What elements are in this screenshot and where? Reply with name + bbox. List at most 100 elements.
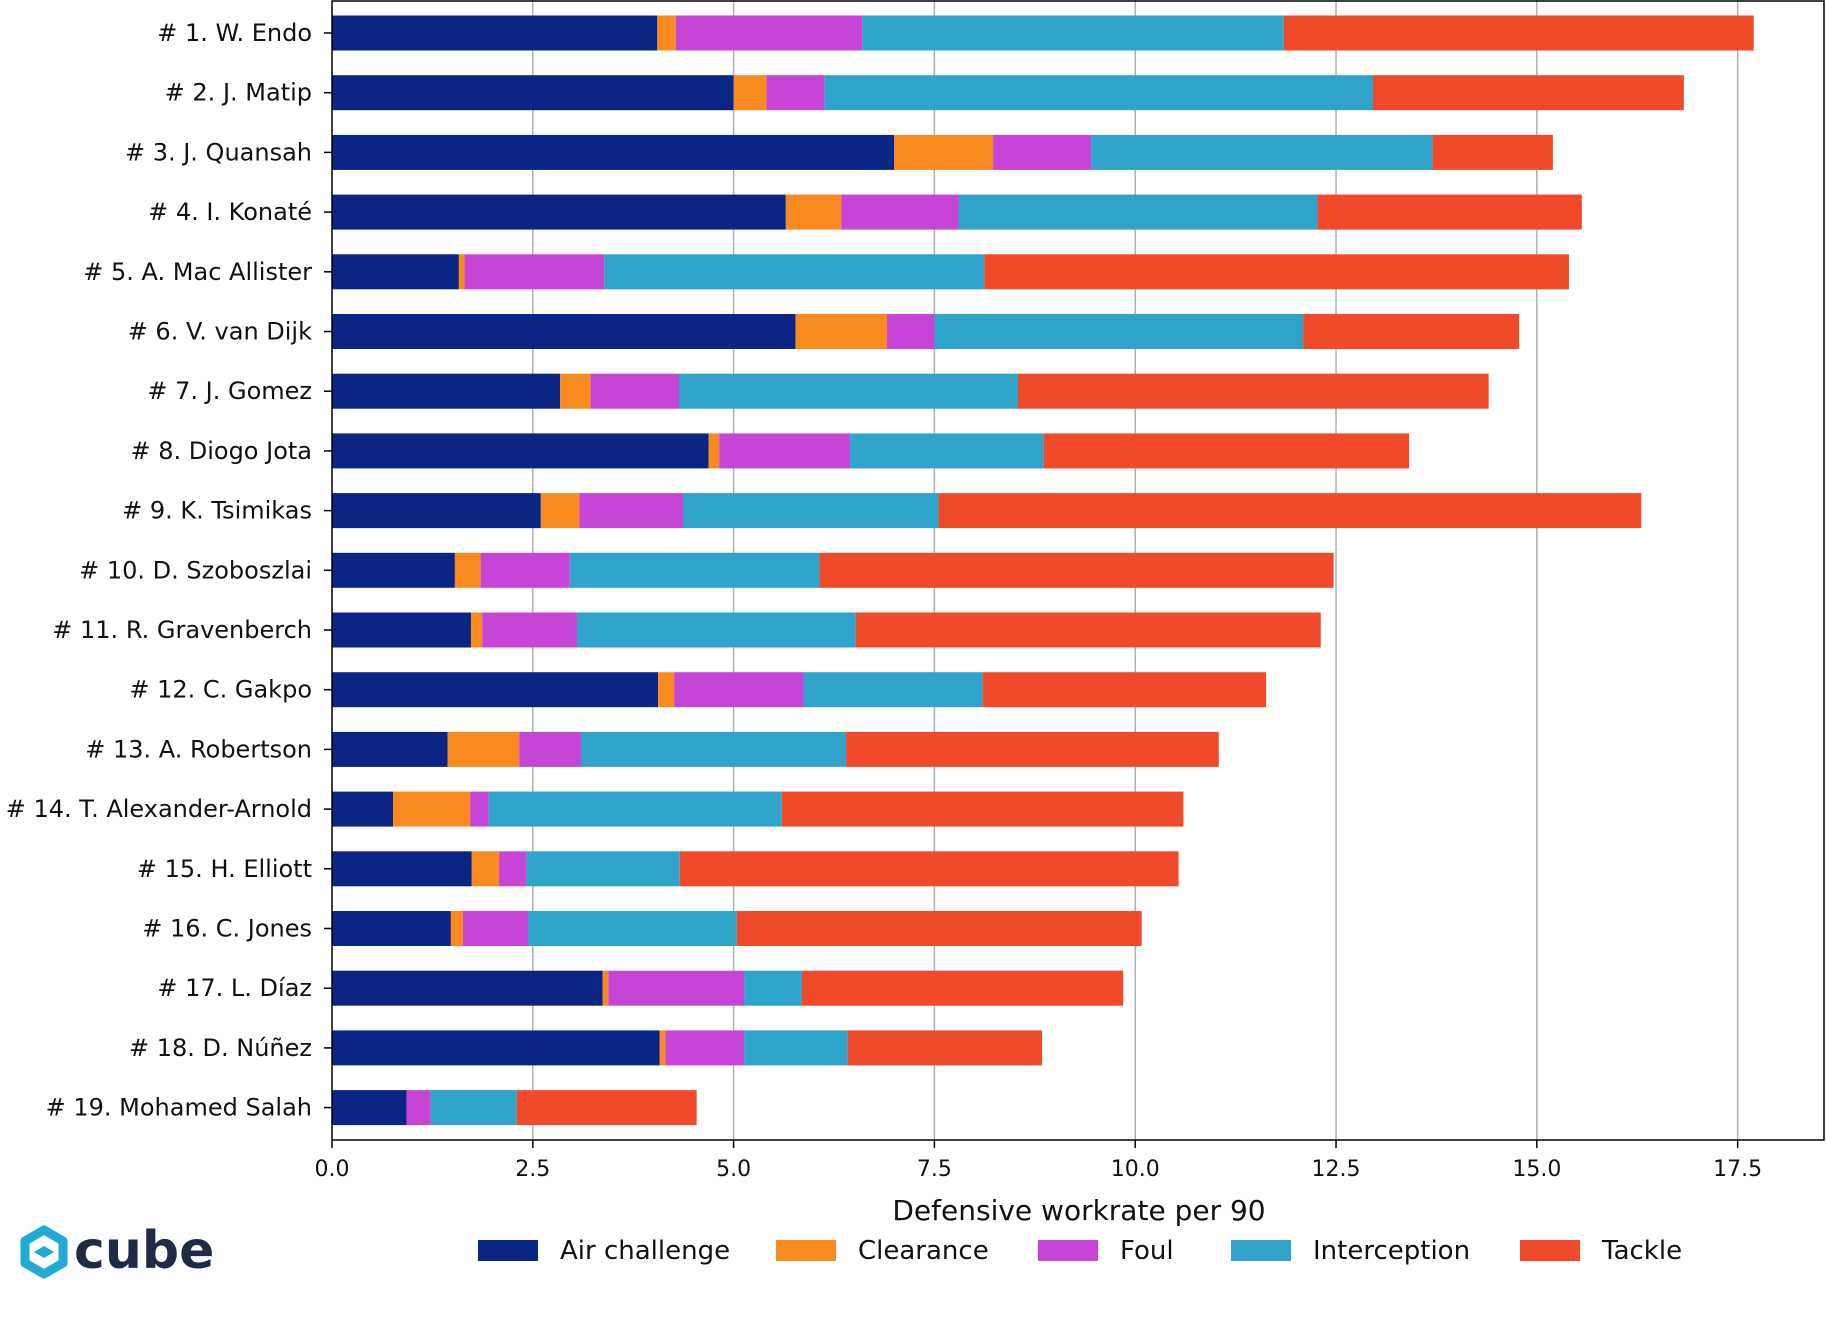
bar-segment-interception [527, 911, 737, 946]
cube-logo: cube [20, 1221, 214, 1281]
bar-segment-clearance [470, 612, 483, 648]
bar-segment-interception [934, 314, 1304, 349]
bar-segment-air-challenge [332, 791, 394, 827]
bar-segment-foul [674, 672, 804, 708]
bar-row [332, 1090, 697, 1126]
bar-segment-foul [462, 911, 528, 946]
legend-label: Clearance [858, 1236, 989, 1266]
legend-swatch [478, 1240, 538, 1261]
bar-segment-foul [464, 254, 605, 290]
bar-segment-tackle [1043, 433, 1410, 469]
bar-segment-tackle [736, 911, 1142, 946]
bar-segment-air-challenge [332, 911, 451, 946]
player-label: # 1. W. Endo [157, 19, 312, 47]
bar-segment-interception [488, 791, 782, 827]
player-label: # 13. A. Robertson [85, 735, 312, 763]
bar-segment-clearance [894, 134, 994, 170]
bar-segment-foul [719, 433, 851, 469]
bar-segment-clearance [560, 373, 591, 409]
bar-segment-clearance [447, 731, 520, 767]
x-axis-ticks: 0.0 2.5 5.0 7.5 10.0 12.5 15.0 17.5 [315, 1140, 1762, 1182]
bar-row [332, 1030, 1043, 1066]
bar-segment-clearance [454, 552, 481, 588]
bar-segment-foul [766, 75, 825, 111]
bar-segment-air-challenge [332, 1030, 660, 1066]
x-tick-label: 7.5 [917, 1157, 952, 1182]
bars [332, 15, 1754, 1126]
player-label: # 9. K. Tsimikas [122, 497, 312, 525]
legend-item: Tackle [1520, 1236, 1682, 1266]
bar-row [332, 15, 1754, 51]
bar-segment-air-challenge [332, 15, 658, 51]
bar-segment-foul [590, 373, 679, 409]
bar-segment-tackle [846, 731, 1219, 767]
bar-segment-foul [675, 15, 863, 51]
legend: Air challenge Clearance Foul Interception Ta… [478, 1236, 1682, 1266]
bar-row [332, 493, 1642, 529]
bar-segment-interception [862, 15, 1284, 51]
player-label: # 5. A. Mac Allister [83, 258, 312, 286]
player-label: # 12. C. Gakpo [129, 676, 312, 704]
bar-row [332, 134, 1553, 170]
bar-segment-air-challenge [332, 612, 471, 648]
bar-segment-tackle [516, 1090, 697, 1126]
legend-label: Air challenge [560, 1236, 730, 1266]
bar-segment-interception [850, 433, 1044, 469]
bar-segment-foul [499, 851, 527, 887]
bar-segment-air-challenge [332, 254, 459, 290]
bar-segment-interception [744, 1030, 848, 1066]
bar-segment-foul [841, 194, 959, 230]
bar-segment-clearance [785, 194, 842, 230]
bar-segment-interception [678, 373, 1018, 409]
bar-segment-foul [482, 612, 577, 648]
player-label: # 10. D. Szoboszlai [79, 556, 312, 584]
legend-label: Foul [1120, 1236, 1174, 1266]
bar-row [332, 970, 1124, 1006]
bar-segment-clearance [733, 75, 767, 111]
bar-segment-air-challenge [332, 1090, 407, 1126]
bar-row [332, 672, 1267, 708]
bar-segment-air-challenge [332, 373, 561, 409]
bar-segment-clearance [540, 493, 580, 529]
bar-segment-interception [824, 75, 1373, 111]
bar-segment-clearance [708, 433, 720, 469]
bar-row [332, 75, 1684, 111]
bar-segment-tackle [938, 493, 1642, 529]
bar-segment-tackle [1017, 373, 1489, 409]
player-label: # 19. Mohamed Salah [46, 1094, 312, 1122]
player-label: # 17. L. Díaz [157, 974, 312, 1002]
bar-segment-clearance [795, 314, 888, 349]
bar-segment-clearance [659, 1030, 666, 1066]
bar-segment-air-challenge [332, 493, 541, 529]
bar-segment-tackle [801, 970, 1124, 1006]
player-label: # 4. I. Konaté [148, 198, 312, 226]
bar-segment-foul [579, 493, 684, 529]
bar-segment-tackle [1372, 75, 1684, 111]
bar-row [332, 314, 1520, 349]
bar-segment-tackle [855, 612, 1321, 648]
legend-swatch [776, 1240, 836, 1261]
bar-segment-air-challenge [332, 314, 796, 349]
bar-segment-tackle [1283, 15, 1754, 51]
bar-segment-interception [430, 1090, 517, 1126]
legend-label: Interception [1313, 1236, 1470, 1266]
legend-item: Foul [1038, 1236, 1174, 1266]
player-label: # 11. R. Gravenberch [52, 616, 312, 644]
bar-segment-tackle [679, 851, 1179, 887]
player-label: # 14. T. Alexander-Arnold [6, 795, 312, 823]
bar-row [332, 791, 1184, 827]
player-label: # 2. J. Matip [165, 79, 312, 107]
bar-row [332, 552, 1334, 588]
bar-segment-foul [519, 731, 581, 767]
bar-segment-foul [480, 552, 570, 588]
bar-row [332, 194, 1582, 230]
bar-segment-tackle [819, 552, 1334, 588]
bar-row [332, 911, 1142, 946]
bar-segment-interception [581, 731, 847, 767]
bar-segment-interception [744, 970, 802, 1006]
bar-row [332, 433, 1410, 469]
bar-segment-interception [576, 612, 856, 648]
legend-swatch [1038, 1240, 1098, 1261]
bar-row [332, 731, 1219, 767]
bar-segment-interception [1091, 134, 1433, 170]
